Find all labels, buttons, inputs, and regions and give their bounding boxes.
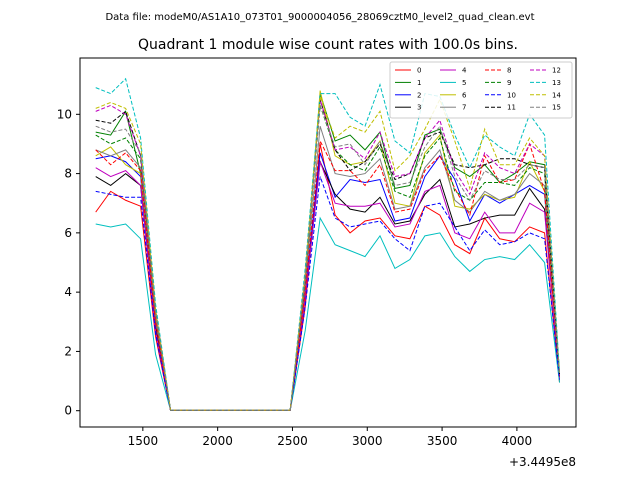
y-tick-label: 4: [64, 285, 72, 299]
x-tick-label: 3500: [427, 434, 458, 448]
x-tick-label: 4000: [502, 434, 533, 448]
series-line-14: [95, 96, 561, 411]
series-line-1: [95, 93, 561, 411]
x-tick-label: 2500: [277, 434, 308, 448]
legend-label: 3: [417, 104, 421, 112]
legend-label: 13: [552, 79, 561, 87]
legend-label: 1: [417, 79, 421, 87]
legend-label: 10: [507, 91, 516, 99]
y-tick-label: 2: [64, 344, 72, 358]
series-line-10: [95, 176, 561, 411]
series-line-7: [95, 126, 561, 411]
plot-area: [79, 57, 577, 428]
legend-label: 4: [462, 67, 467, 75]
legend-label: 14: [552, 91, 561, 99]
legend-label: 5: [462, 79, 466, 87]
legend-label: 7: [462, 104, 466, 112]
x-tick-label: 1500: [128, 434, 159, 448]
y-tick-label: 0: [64, 404, 72, 418]
y-tick-label: 8: [64, 167, 72, 181]
legend-label: 6: [462, 91, 467, 99]
legend-label: 12: [552, 67, 561, 75]
y-tick-label: 10: [57, 107, 72, 121]
legend-label: 15: [552, 104, 561, 112]
legend-label: 2: [417, 91, 421, 99]
series-lines: [95, 77, 561, 411]
x-tick-label: 2000: [202, 434, 233, 448]
axis-ticks: 1500 2000 2500 3000 3500 4000 0 2 4 6 8 10: [57, 107, 532, 448]
legend-label: 8: [507, 67, 511, 75]
legend-label: 9: [507, 79, 511, 87]
data-file-label: Data file: modeM0/AS1A10_073T01_90000040…: [105, 12, 534, 23]
series-line-6: [95, 90, 561, 411]
chart-title: Quadrant 1 module wise count rates with …: [138, 37, 518, 53]
legend-label: 11: [507, 104, 516, 112]
legend-label: 0: [417, 67, 421, 75]
series-line-11: [95, 99, 561, 411]
x-tick-label: 3000: [352, 434, 383, 448]
series-line-15: [95, 105, 561, 411]
legend-box: [389, 61, 573, 119]
y-tick-label: 6: [64, 226, 72, 240]
x-axis-offset-label: +3.4495e8: [509, 455, 576, 469]
series-line-12: [95, 99, 561, 411]
